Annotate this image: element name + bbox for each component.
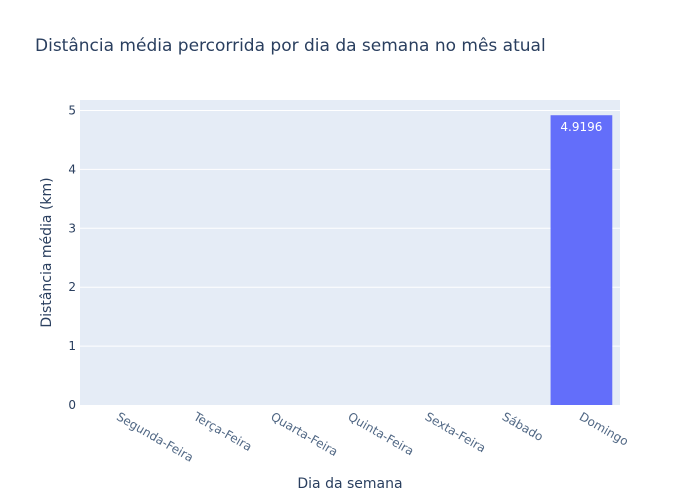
x-axis-title: Dia da semana bbox=[297, 476, 402, 492]
x-tick-label: Quinta-Feira bbox=[346, 409, 417, 458]
bars: 4.9196 bbox=[550, 115, 613, 405]
bar-data-label: 4.9196 bbox=[560, 120, 602, 134]
plot-background bbox=[80, 100, 620, 405]
y-tick-label: 1 bbox=[68, 339, 76, 353]
bar-domingo bbox=[550, 115, 613, 405]
x-tick-label: Terça-Feira bbox=[190, 409, 254, 454]
y-axis-ticks: 0 1 2 3 4 5 bbox=[68, 103, 76, 412]
y-tick-label: 0 bbox=[68, 398, 76, 412]
y-tick-label: 2 bbox=[68, 280, 76, 294]
y-axis-title: Distância média (km) bbox=[39, 177, 55, 327]
y-tick-label: 3 bbox=[68, 221, 76, 235]
x-tick-label: Sábado bbox=[500, 409, 546, 444]
x-tick-label: Sexta-Feira bbox=[423, 409, 488, 455]
x-tick-label: Domingo bbox=[577, 409, 631, 448]
x-tick-label: Segunda-Feira bbox=[114, 409, 196, 464]
y-tick-label: 4 bbox=[68, 162, 76, 176]
chart-title: Distância média percorrida por dia da se… bbox=[35, 36, 546, 56]
y-tick-label: 5 bbox=[68, 103, 76, 117]
gridlines bbox=[80, 109, 620, 347]
x-tick-label: Quarta-Feira bbox=[268, 409, 340, 459]
